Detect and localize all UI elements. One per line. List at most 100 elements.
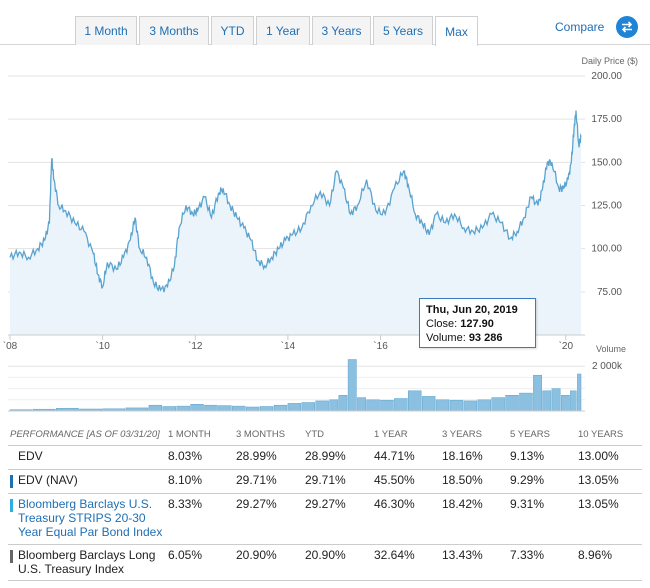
cell-1-month: 8.03% [166, 445, 234, 470]
volume-bar [366, 399, 380, 412]
volume-bar [259, 406, 274, 412]
x-tick-label: `08 [3, 340, 18, 352]
volume-bar [190, 404, 204, 412]
header-10-years: 10 YEARS [576, 425, 642, 446]
volume-bar [577, 373, 582, 412]
cell-3-months: 20.90% [234, 544, 303, 581]
performance-table: PERFORMANCE [as of 03/31/20] 1 MONTH 3 M… [8, 425, 642, 581]
volume-bar [148, 404, 163, 412]
y-axis-label: Daily Price ($) [581, 56, 638, 66]
tab-ytd[interactable]: YTD [211, 16, 254, 45]
price-tick-label: 100.00 [591, 244, 622, 255]
price-tick-label: 75.00 [597, 287, 622, 298]
volume-bar [232, 405, 246, 412]
volume-bar [315, 400, 329, 412]
row-name: EDV [8, 445, 166, 470]
volume-bar [162, 406, 176, 412]
series-marker [10, 498, 13, 512]
volume-bar [357, 397, 366, 412]
volume-bar [449, 399, 464, 412]
cell-ytd: 28.99% [303, 445, 372, 470]
performance-header-row: PERFORMANCE [as of 03/31/20] 1 MONTH 3 M… [8, 425, 642, 446]
price-volume-chart: Daily Price ($) 200.00 175.00 150.00 125.00… [3, 56, 638, 412]
header-ytd: YTD [303, 425, 372, 446]
cell-3-months: 28.99% [234, 445, 303, 470]
cell-3-years: 18.42% [440, 493, 508, 545]
volume-bar [477, 399, 491, 412]
swap-arrows-icon [621, 21, 633, 33]
table-row: Bloomberg Barclays U.S. Treasury STRIPS … [8, 493, 642, 545]
tooltip-date: Thu, Jun 20, 2019 [426, 304, 518, 316]
volume-bar [533, 374, 542, 412]
cell-10-years: 13.00% [576, 445, 642, 470]
tab-5-years[interactable]: 5 Years [373, 16, 433, 45]
cell-1-month: 8.33% [166, 493, 234, 545]
price-line [9, 110, 582, 293]
price-tick-label: 200.00 [591, 71, 622, 82]
tab-max[interactable]: Max [435, 16, 478, 46]
price-tick-label: 175.00 [591, 114, 622, 125]
tab-1-month[interactable]: 1 Month [75, 16, 137, 45]
cell-10-years: 13.05% [576, 469, 642, 494]
series-marker [10, 549, 13, 563]
tooltip-close: Close: 127.90 [426, 318, 494, 330]
cell-3-years: 13.43% [440, 544, 508, 581]
row-name: Bloomberg Barclays Long U.S. Treasury In… [8, 544, 166, 581]
cell-1-year: 46.30% [372, 493, 440, 545]
volume-bar [435, 399, 450, 412]
header-3-years: 3 YEARS [440, 425, 508, 446]
volume-axis-label: Volume [596, 344, 626, 354]
volume-tick-label: 2 000k [592, 361, 623, 372]
cell-10-years: 8.96% [576, 544, 642, 581]
header-1-month: 1 MONTH [166, 425, 234, 446]
volume-bar [380, 399, 394, 412]
volume-bar [421, 396, 436, 412]
cell-1-year: 45.50% [372, 469, 440, 494]
series-marker [10, 474, 13, 488]
x-tick-label: `20 [559, 340, 574, 352]
cell-5-years: 9.31% [508, 493, 576, 545]
tooltip-volume: Volume: 93 286 [426, 332, 503, 344]
chart-tooltip: Thu, Jun 20, 2019 Close: 127.90 Volume: … [419, 298, 536, 348]
tab-3-years[interactable]: 3 Years [312, 16, 371, 45]
compare-button[interactable] [616, 16, 638, 38]
tab-1-year[interactable]: 1 Year [256, 16, 310, 45]
volume-bar [570, 390, 577, 412]
volume-bar [218, 405, 232, 412]
x-tick-label: `12 [188, 340, 203, 352]
volume-bar [347, 359, 357, 412]
volume-bar [273, 404, 288, 412]
volume-bar [519, 392, 533, 412]
volume-bar [491, 397, 505, 412]
price-tick-label: 150.00 [591, 157, 622, 168]
volume-bar [560, 395, 570, 412]
volume-bar [463, 400, 478, 412]
cell-10-years: 13.05% [576, 493, 642, 545]
volume-bar [394, 398, 408, 412]
cell-3-years: 18.16% [440, 445, 508, 470]
header-3-months: 3 MONTHS [234, 425, 303, 446]
cell-1-year: 32.64% [372, 544, 440, 581]
table-row: EDV (NAV) 8.10% 29.71% 29.71% 45.50% 18.… [8, 469, 642, 494]
compare-link[interactable]: Compare [555, 20, 605, 34]
cell-ytd: 29.71% [303, 469, 372, 494]
volume-bar [338, 395, 348, 412]
cell-3-months: 29.71% [234, 469, 303, 494]
volume-bar [204, 404, 218, 412]
cell-3-years: 18.50% [440, 469, 508, 494]
volume-bar [287, 403, 302, 412]
cell-ytd: 20.90% [303, 544, 372, 581]
header-performance: PERFORMANCE [as of 03/31/20] [8, 425, 166, 446]
header-5-years: 5 YEARS [508, 425, 576, 446]
volume-bar [408, 390, 422, 412]
cell-3-months: 29.27% [234, 493, 303, 545]
tab-3-months[interactable]: 3 Months [139, 16, 209, 45]
price-area [10, 110, 582, 335]
cell-5-years: 9.29% [508, 469, 576, 494]
table-row: EDV 8.03% 28.99% 28.99% 44.71% 18.16% 9.… [8, 445, 642, 470]
cell-1-month: 8.10% [166, 469, 234, 494]
benchmark-link[interactable]: Bloomberg Barclays U.S. Treasury STRIPS … [8, 493, 166, 545]
x-tick-label: `16 [373, 340, 388, 352]
volume-bar [505, 395, 519, 412]
range-tab-bar: 1 Month 3 Months YTD 1 Year 3 Years 5 Ye… [0, 0, 650, 46]
